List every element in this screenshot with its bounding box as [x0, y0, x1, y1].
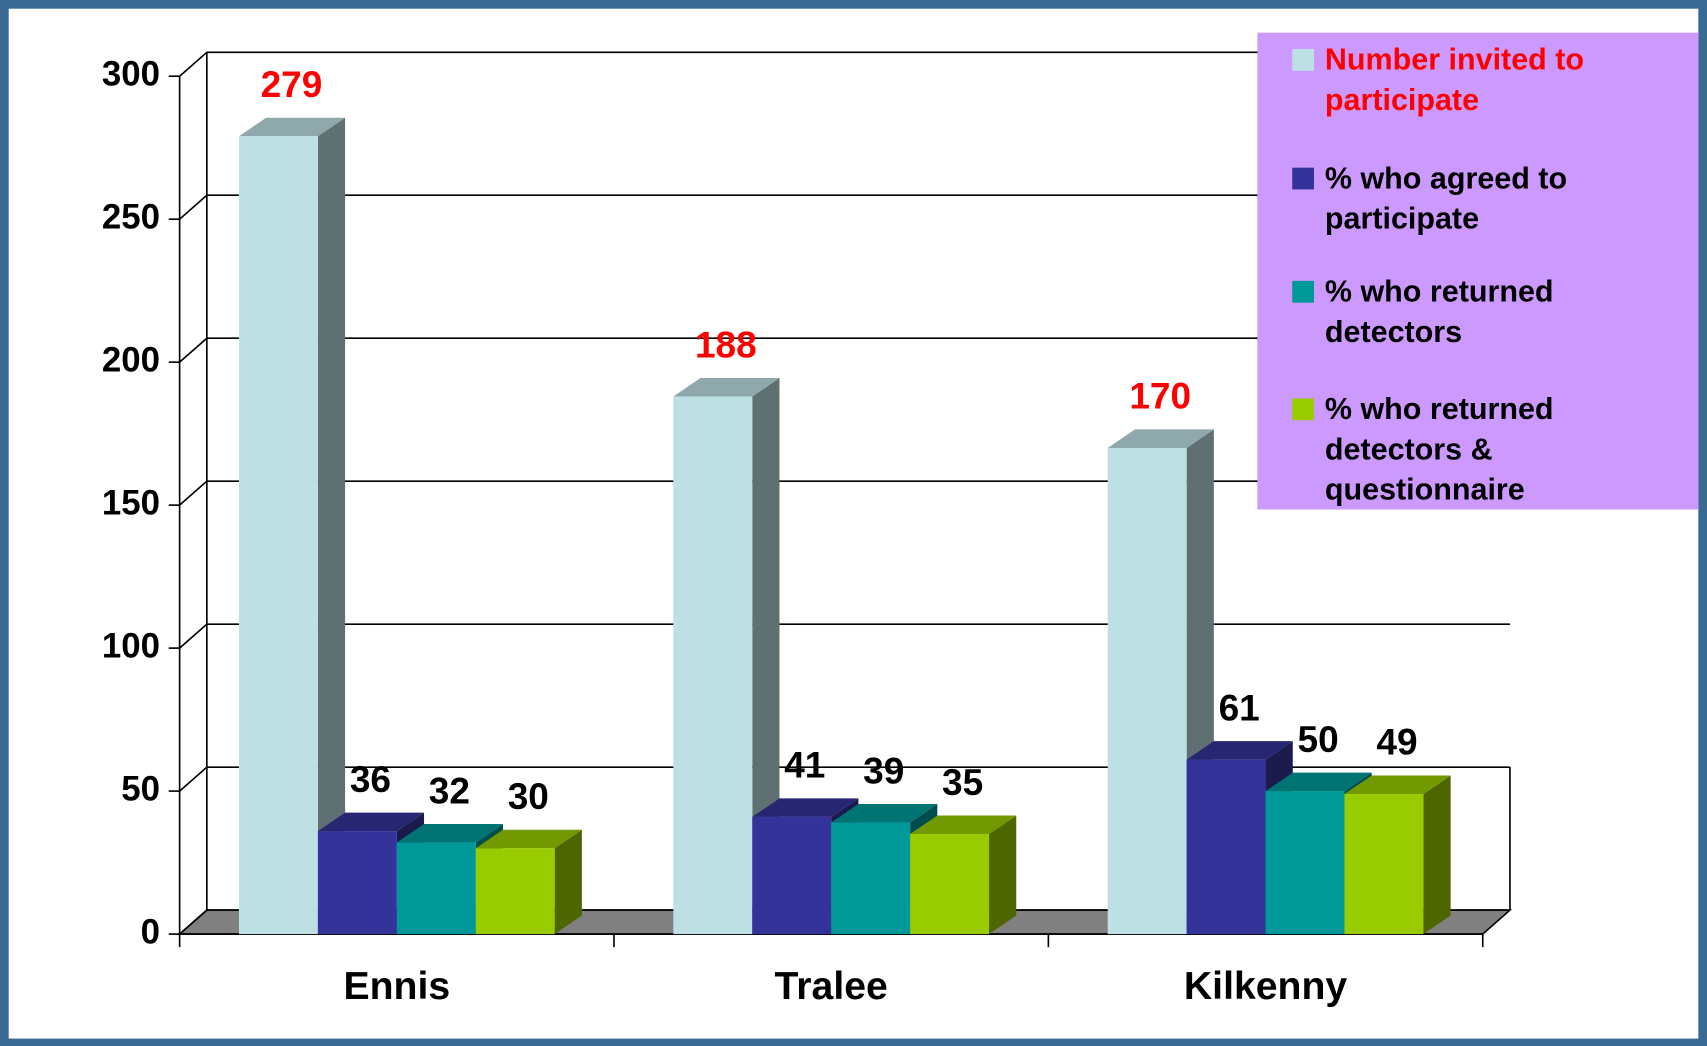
bar-top — [396, 824, 503, 843]
legend-label: % who returned detectors — [1324, 274, 1554, 349]
data-label: 35 — [942, 761, 983, 803]
data-label: 30 — [508, 775, 549, 817]
data-label: 41 — [784, 744, 825, 786]
y-tick-label: 300 — [102, 54, 160, 93]
grid-line — [179, 194, 1510, 220]
grid-line — [179, 909, 1510, 935]
data-label: 188 — [695, 323, 757, 365]
bar-top — [475, 829, 582, 849]
bar — [238, 117, 346, 935]
legend-item: % who returned detectors & questionnaire — [1292, 389, 1652, 510]
y-tick-label: 0 — [141, 912, 160, 951]
legend-label: Number invited to participate — [1324, 42, 1585, 117]
bar-front — [752, 816, 832, 935]
legend-label: % who returned detectors & questionnaire — [1324, 391, 1554, 507]
bar-side — [554, 829, 582, 935]
bar-front — [1107, 447, 1187, 935]
bar-top — [1265, 772, 1372, 792]
legend-item: Number invited to participate — [1292, 39, 1652, 120]
bar-front — [238, 136, 318, 935]
legend-swatch — [1292, 280, 1315, 303]
bar-front — [673, 396, 753, 935]
data-label: 279 — [261, 63, 323, 105]
legend-label: % who agreed to participate — [1324, 161, 1568, 236]
data-label: 170 — [1129, 375, 1191, 417]
data-label: 61 — [1219, 686, 1260, 728]
bar-side — [989, 815, 1017, 935]
bar-front — [475, 848, 555, 935]
y-tick-label: 50 — [121, 769, 160, 808]
bar-top — [1107, 429, 1214, 448]
bar — [673, 377, 780, 935]
legend-swatch — [1292, 48, 1315, 71]
bar-top — [752, 798, 859, 817]
data-label: 36 — [350, 758, 391, 800]
x-tick-label: Kilkenny — [1184, 965, 1348, 1008]
bar — [910, 815, 1017, 935]
bar-top — [910, 815, 1017, 834]
data-label: 50 — [1298, 718, 1339, 760]
bar-front — [1344, 793, 1424, 935]
y-tick-label: 100 — [102, 626, 160, 665]
bar-side — [317, 117, 346, 935]
y-tick-label: 200 — [102, 340, 160, 379]
bar-front — [1265, 791, 1345, 935]
bar-front — [910, 833, 990, 935]
legend: Number invited to participate % who agree… — [1257, 32, 1699, 510]
bar — [1344, 775, 1451, 935]
bar-top — [673, 377, 780, 397]
x-tick-label: Tralee — [775, 965, 888, 1008]
bar-front — [396, 842, 476, 935]
bar-side — [752, 377, 780, 935]
grid-line — [179, 766, 1510, 792]
grid-line — [179, 480, 1510, 506]
legend-swatch — [1292, 398, 1315, 421]
legend-swatch — [1292, 167, 1315, 190]
bar-top — [1344, 775, 1451, 794]
bar-top — [238, 117, 346, 137]
bar-front — [317, 831, 397, 935]
bar-front — [1186, 759, 1266, 935]
data-label: 39 — [863, 749, 904, 791]
bar-front — [831, 822, 911, 935]
legend-item: % who agreed to participate — [1292, 158, 1652, 239]
legend-item: % who returned detectors — [1292, 271, 1652, 352]
bar-top — [317, 812, 425, 832]
grid-line — [179, 623, 1510, 649]
y-tick-label: 250 — [102, 197, 160, 236]
bar-side — [1423, 775, 1451, 935]
grid-line — [179, 337, 1510, 363]
data-label: 32 — [429, 769, 470, 811]
grid-line — [179, 51, 1510, 77]
bar-top — [1186, 741, 1293, 760]
bar — [475, 829, 582, 935]
x-tick-label: Ennis — [343, 965, 450, 1008]
y-tick-label: 150 — [102, 483, 160, 522]
bar-top — [831, 804, 938, 823]
data-label: 49 — [1376, 721, 1417, 763]
